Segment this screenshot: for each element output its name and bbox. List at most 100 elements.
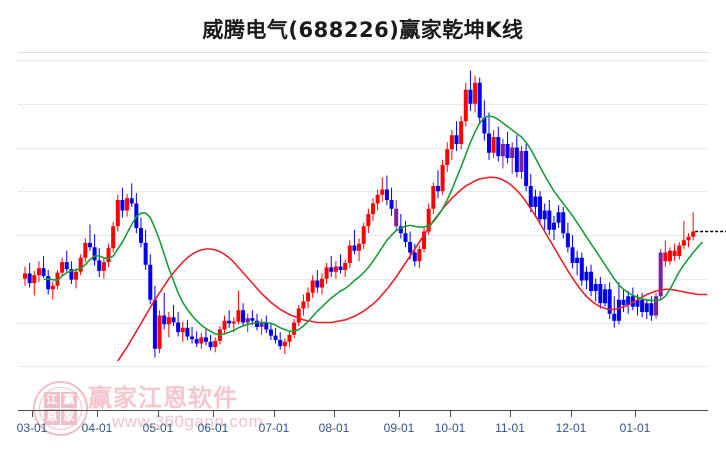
candle-body[interactable] [547,210,552,230]
candle-body[interactable] [134,203,139,229]
candle-body[interactable] [612,313,617,321]
candle-body[interactable] [315,280,320,288]
candle-body[interactable] [310,280,315,293]
candle-body[interactable] [268,329,273,336]
candle-body[interactable] [64,262,69,270]
candle-body[interactable] [477,82,482,118]
candle-body[interactable] [250,318,255,321]
candle-body[interactable] [357,243,362,251]
candle-body[interactable] [626,296,631,305]
candle-body[interactable] [343,263,348,270]
candle-body[interactable] [111,226,116,249]
candle-body[interactable] [686,236,691,241]
candle-body[interactable] [519,151,524,172]
candle-body[interactable] [83,242,88,258]
candle-body[interactable] [199,337,204,344]
candle-body[interactable] [352,245,357,251]
candle-body[interactable] [654,296,659,316]
candle-body[interactable] [603,289,607,304]
candle-body[interactable] [417,249,422,262]
candle-body[interactable] [375,194,380,204]
candle-body[interactable] [333,266,338,272]
candle-body[interactable] [589,271,594,291]
candle-body[interactable] [491,137,496,153]
candle-body[interactable] [208,341,213,347]
candle-body[interactable] [324,267,329,279]
candle-body[interactable] [459,121,464,144]
candle-body[interactable] [296,308,301,323]
candle-body[interactable] [23,273,27,279]
candle-body[interactable] [672,250,677,256]
candle-body[interactable] [194,339,199,344]
candle-body[interactable] [408,242,413,253]
candle-body[interactable] [635,299,640,307]
candle-body[interactable] [125,198,130,211]
candle-body[interactable] [598,284,603,304]
candle-body[interactable] [426,208,431,232]
candle-body[interactable] [593,284,598,291]
candle-body[interactable] [621,299,626,305]
candle-body[interactable] [115,200,120,227]
candle-body[interactable] [496,137,501,157]
candle-body[interactable] [542,210,547,220]
candle-body[interactable] [463,89,468,122]
candle-body[interactable] [347,245,352,264]
candle-body[interactable] [213,340,218,347]
candle-body[interactable] [371,203,375,215]
candle-body[interactable] [50,285,55,290]
candle-body[interactable] [607,289,612,314]
candle-body[interactable] [445,149,450,165]
candle-body[interactable] [579,257,584,281]
candle-body[interactable] [301,301,306,309]
candle-body[interactable] [473,82,478,104]
candle-body[interactable] [60,262,65,273]
candle-body[interactable] [273,335,278,340]
candle-body[interactable] [570,247,575,263]
candle-body[interactable] [681,240,686,246]
candle-body[interactable] [533,196,538,208]
candle-body[interactable] [487,133,491,153]
candle-body[interactable] [524,151,529,186]
candle-body[interactable] [538,196,543,220]
candle-body[interactable] [500,144,505,157]
candle-body[interactable] [101,262,106,271]
candle-body[interactable] [180,327,185,333]
candle-body[interactable] [514,147,519,173]
candle-body[interactable] [616,299,621,321]
candle-body[interactable] [87,242,92,248]
candle-body[interactable] [278,340,283,347]
candle-body[interactable] [329,267,334,272]
candle-body[interactable] [677,245,682,257]
candle-body[interactable] [398,226,403,234]
candle-body[interactable] [203,337,208,342]
candle-body[interactable] [185,327,190,337]
candle-body[interactable] [171,317,176,323]
candle-body[interactable] [120,200,125,211]
candle-body[interactable] [649,303,654,316]
candle-body[interactable] [129,198,134,204]
candle-body[interactable] [394,208,399,227]
candle-body[interactable] [143,242,148,265]
candle-body[interactable] [667,250,672,262]
candle-body[interactable] [190,336,195,340]
candle-body[interactable] [528,186,533,207]
candle-body[interactable] [510,147,515,159]
candle-body[interactable] [431,186,436,209]
candle-body[interactable] [92,247,97,261]
candle-body[interactable] [36,268,41,276]
candle-body[interactable] [454,135,459,144]
candle-body[interactable] [106,248,111,263]
candle-body[interactable] [152,299,157,349]
candle-body[interactable] [561,212,566,234]
candle-body[interactable] [366,214,371,227]
candle-body[interactable] [389,200,394,209]
candle-body[interactable] [482,117,487,134]
candle-body[interactable] [148,264,153,300]
candle-body[interactable] [245,318,250,323]
candle-body[interactable] [412,252,417,262]
candle-body[interactable] [306,292,311,302]
candle-body[interactable] [640,299,645,312]
candle-body[interactable] [658,252,663,297]
candle-body[interactable] [551,222,556,230]
candle-body[interactable] [575,257,580,263]
